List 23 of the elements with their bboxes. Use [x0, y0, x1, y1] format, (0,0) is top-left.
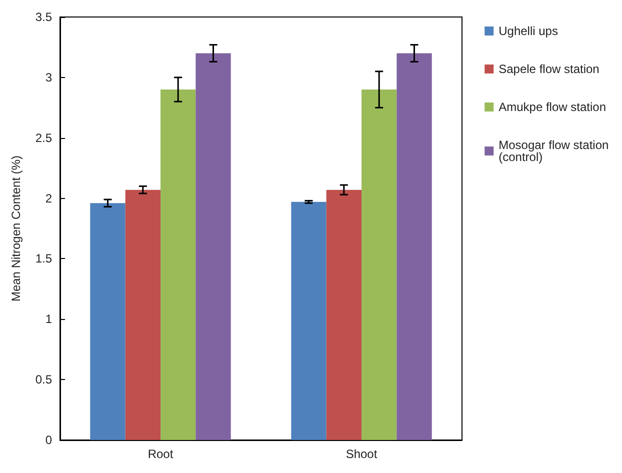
legend-label: Mosogar flow station (control)	[498, 138, 612, 164]
legend-label: Amukpe flow station	[498, 100, 606, 114]
x-tick-label: Shoot	[346, 447, 378, 461]
bar	[326, 190, 362, 440]
bar	[362, 90, 397, 440]
y-axis-title: Mean Nitrogen Content (%)	[9, 155, 23, 302]
y-tick-label: 2	[45, 191, 52, 206]
legend-label: Ughelli ups	[498, 24, 558, 38]
y-tick-label: 1.5	[35, 252, 52, 266]
bar	[196, 53, 231, 440]
y-tick-label: 2.5	[35, 130, 52, 145]
bar	[90, 203, 126, 440]
bar	[125, 190, 160, 440]
x-tick-label: Root	[148, 447, 174, 461]
bar	[396, 53, 432, 440]
y-tick-label: 3	[45, 70, 52, 84]
y-tick-label: 1	[45, 312, 52, 326]
y-tick-label: 3.5	[35, 10, 52, 24]
bar	[291, 202, 326, 440]
y-tick-label: 0.5	[35, 372, 52, 387]
bar	[160, 90, 196, 440]
y-tick-label: 0	[45, 433, 52, 447]
legend-label: Sapele flow station	[498, 62, 600, 76]
